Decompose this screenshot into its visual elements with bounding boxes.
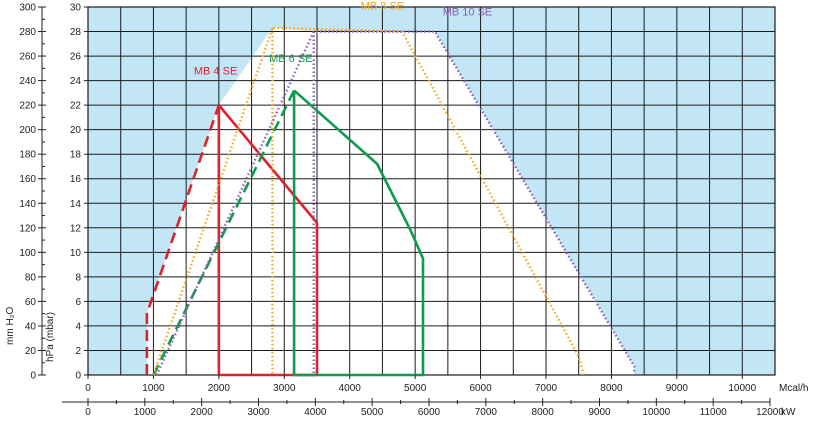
series-1-line: [145, 104, 221, 375]
mcal-tick-label: 7000: [535, 383, 558, 394]
hpa-tick-label: 22: [70, 101, 82, 112]
mmh2o-tick-label: 220: [19, 101, 36, 112]
mcal-tick-label: 1000: [142, 383, 165, 394]
kw-tick-label: 5000: [361, 407, 384, 418]
axes-group: 0204060801001201401601802002202402602803…: [5, 3, 808, 419]
mcal-tick-label: 5000: [404, 383, 427, 394]
mmh2o-tick-label: 40: [25, 321, 37, 332]
mmh2o-axis-title: mm H₂O: [5, 306, 16, 345]
mcal-tick-label: 8000: [600, 383, 623, 394]
hpa-tick-label: 6: [75, 297, 81, 308]
hpa-tick-label: 8: [75, 272, 81, 283]
hpa-tick-label: 24: [70, 76, 82, 87]
mcal-tick-label: 9000: [666, 383, 689, 394]
mb-10-se-label: MB 10 SE: [443, 7, 493, 19]
series-labels: MB 4 SE MB 6 SE MB 8 SE MB 10 SE: [194, 0, 492, 77]
mmh2o-tick-label: 180: [19, 150, 36, 161]
plot-frame: [87, 6, 776, 376]
mb-8-se-line: [152, 26, 586, 376]
kw-tick-label: 9000: [588, 407, 611, 418]
kw-tick-label: 11000: [700, 407, 728, 418]
mb-8-se-label: MB 8 SE: [361, 0, 404, 12]
hpa-tick-label: 14: [70, 199, 82, 210]
series-group: [145, 26, 636, 377]
mcal-tick-label: 2000: [208, 383, 231, 394]
mmh2o-tick-label: 0: [30, 371, 36, 382]
hpa-tick-label: 12: [70, 223, 82, 234]
kw-tick-label: 1000: [134, 407, 157, 418]
hpa-tick-label: 16: [70, 174, 82, 185]
kw-unit-label: kW: [781, 407, 796, 418]
mb-6-se-label: MB 6 SE: [269, 53, 312, 65]
kw-tick-label: 10000: [642, 407, 670, 418]
kw-tick-label: 12000: [756, 407, 784, 418]
hpa-tick-label: 18: [70, 150, 82, 161]
mcal-tick-label: 0: [85, 383, 91, 394]
mmh2o-tick-label: 80: [25, 272, 37, 283]
mmh2o-tick-label: 140: [19, 199, 36, 210]
hpa-tick-label: 28: [70, 27, 82, 38]
mmh2o-tick-label: 100: [19, 248, 36, 259]
hpa-axis-title: hPa (mbar): [45, 312, 56, 362]
kw-tick-label: 2000: [191, 407, 214, 418]
working-field-area: [146, 27, 635, 375]
kw-tick-label: 8000: [532, 407, 555, 418]
hpa-tick-label: 0: [75, 371, 81, 382]
hpa-tick-label: 20: [70, 125, 82, 136]
mmh2o-tick-label: 300: [19, 3, 36, 14]
mmh2o-tick-label: 120: [19, 223, 36, 234]
hpa-tick-label: 2: [75, 346, 81, 357]
mcal-tick-label: 4000: [339, 383, 362, 394]
kw-tick-label: 4000: [304, 407, 327, 418]
mb-6-se-line: [292, 89, 425, 377]
series-3-line: [152, 89, 296, 376]
mb-4-se-label: MB 4 SE: [194, 65, 237, 77]
mmh2o-tick-label: 240: [19, 76, 36, 87]
mcal-tick-label: 6000: [469, 383, 492, 394]
kw-tick-label: 0: [85, 407, 91, 418]
hpa-tick-label: 26: [70, 52, 82, 63]
hpa-tick-label: 30: [70, 3, 82, 14]
kw-tick-label: 7000: [475, 407, 498, 418]
mmh2o-tick-label: 280: [19, 27, 36, 38]
plot-background: [88, 7, 775, 375]
mcal-unit-label: Mcal/h: [779, 383, 808, 394]
mcal-tick-label: 10000: [728, 383, 756, 394]
hpa-tick-label: 4: [75, 321, 81, 332]
mmh2o-tick-label: 200: [19, 125, 36, 136]
mmh2o-tick-label: 60: [25, 297, 37, 308]
mcal-tick-label: 3000: [273, 383, 296, 394]
hpa-tick-label: 10: [70, 248, 82, 259]
mmh2o-tick-label: 160: [19, 174, 36, 185]
kw-tick-label: 6000: [418, 407, 441, 418]
mmh2o-tick-label: 260: [19, 52, 36, 63]
mmh2o-tick-label: 20: [25, 346, 37, 357]
kw-tick-label: 3000: [247, 407, 270, 418]
